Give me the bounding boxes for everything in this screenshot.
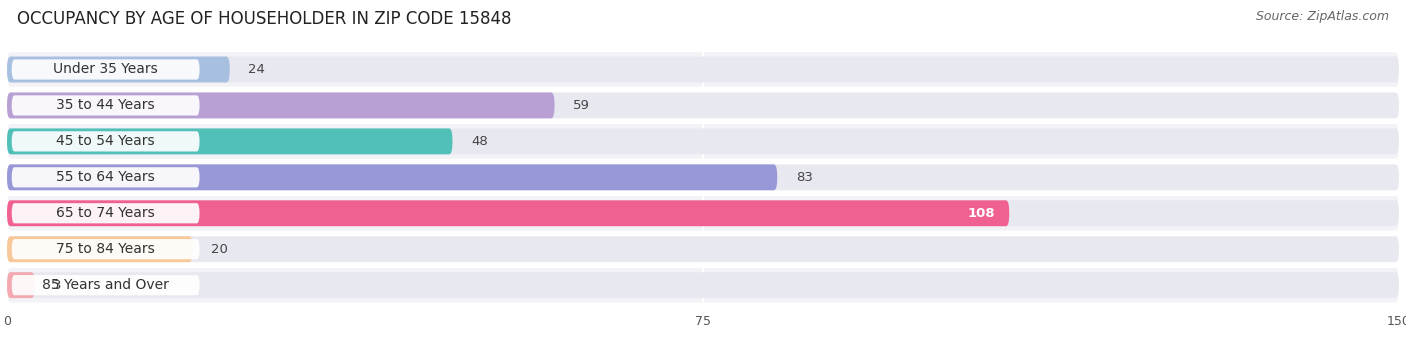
Text: 85 Years and Over: 85 Years and Over [42, 278, 169, 292]
FancyBboxPatch shape [7, 232, 1399, 266]
FancyBboxPatch shape [7, 57, 1399, 83]
FancyBboxPatch shape [11, 95, 200, 116]
FancyBboxPatch shape [7, 129, 453, 154]
Text: 59: 59 [574, 99, 591, 112]
FancyBboxPatch shape [7, 236, 193, 262]
FancyBboxPatch shape [7, 129, 1399, 154]
Text: 45 to 54 Years: 45 to 54 Years [56, 134, 155, 148]
Text: 3: 3 [53, 279, 62, 292]
FancyBboxPatch shape [7, 57, 229, 83]
Text: 83: 83 [796, 171, 813, 184]
FancyBboxPatch shape [11, 59, 200, 79]
FancyBboxPatch shape [11, 131, 200, 151]
FancyBboxPatch shape [11, 275, 200, 295]
Text: Source: ZipAtlas.com: Source: ZipAtlas.com [1256, 10, 1389, 23]
Text: 35 to 44 Years: 35 to 44 Years [56, 99, 155, 113]
Text: 24: 24 [249, 63, 266, 76]
Text: 65 to 74 Years: 65 to 74 Years [56, 206, 155, 220]
FancyBboxPatch shape [7, 52, 1399, 87]
Text: 48: 48 [471, 135, 488, 148]
FancyBboxPatch shape [7, 272, 35, 298]
Text: 75 to 84 Years: 75 to 84 Years [56, 242, 155, 256]
Text: 108: 108 [967, 207, 995, 220]
Text: Under 35 Years: Under 35 Years [53, 62, 157, 76]
FancyBboxPatch shape [7, 236, 1399, 262]
Text: 20: 20 [211, 243, 228, 256]
FancyBboxPatch shape [7, 160, 1399, 195]
Text: 55 to 64 Years: 55 to 64 Years [56, 170, 155, 184]
FancyBboxPatch shape [7, 92, 1399, 118]
FancyBboxPatch shape [11, 167, 200, 188]
FancyBboxPatch shape [7, 164, 1399, 190]
FancyBboxPatch shape [11, 203, 200, 223]
FancyBboxPatch shape [7, 164, 778, 190]
FancyBboxPatch shape [7, 92, 554, 118]
FancyBboxPatch shape [7, 200, 1010, 226]
FancyBboxPatch shape [7, 196, 1399, 231]
FancyBboxPatch shape [7, 200, 1399, 226]
FancyBboxPatch shape [7, 88, 1399, 123]
Text: OCCUPANCY BY AGE OF HOUSEHOLDER IN ZIP CODE 15848: OCCUPANCY BY AGE OF HOUSEHOLDER IN ZIP C… [17, 10, 512, 28]
FancyBboxPatch shape [11, 239, 200, 259]
FancyBboxPatch shape [7, 268, 1399, 302]
FancyBboxPatch shape [7, 272, 1399, 298]
FancyBboxPatch shape [7, 124, 1399, 159]
